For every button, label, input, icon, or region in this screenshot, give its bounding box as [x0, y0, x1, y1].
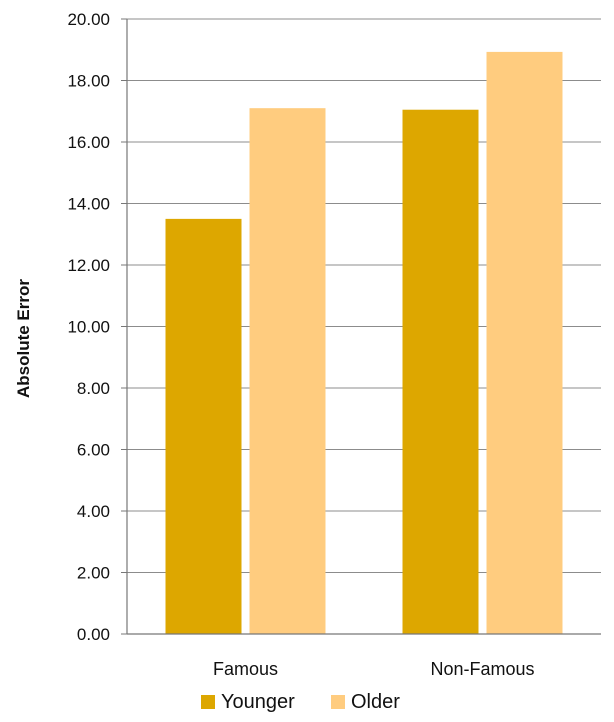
y-tick-label: 14.00: [67, 195, 110, 214]
legend-label-older: Older: [351, 691, 400, 713]
x-category-label: Famous: [213, 659, 278, 679]
x-category-labels: Famous Non-Famous: [213, 659, 535, 679]
legend-label-younger: Younger: [221, 691, 295, 713]
bar-older-non-famous: [486, 51, 563, 634]
bar-younger-famous: [165, 218, 242, 634]
x-category-label: Non-Famous: [430, 659, 534, 679]
bar-younger-non-famous: [402, 109, 479, 634]
y-tick-label: 10.00: [67, 318, 110, 337]
legend-swatch-older: [331, 695, 345, 709]
y-tick-label: 12.00: [67, 256, 110, 275]
bar-older-famous: [249, 108, 326, 635]
y-tick-label: 4.00: [77, 502, 110, 521]
y-axis-title: Absolute Error: [14, 279, 33, 398]
y-tick-label: 20.00: [67, 10, 110, 29]
bars: [165, 51, 563, 635]
legend: Younger Older: [201, 691, 400, 713]
legend-swatch-younger: [201, 695, 215, 709]
y-tick-label: 18.00: [67, 72, 110, 91]
y-tick-label: 0.00: [77, 625, 110, 644]
y-tick-label: 8.00: [77, 379, 110, 398]
y-tick-label: 2.00: [77, 564, 110, 583]
y-tick-label: 6.00: [77, 441, 110, 460]
y-tick-label: 16.00: [67, 133, 110, 152]
y-tick-labels: 0.00 2.00 4.00 6.00 8.00 10.00 12.00 14.00 16.00…: [67, 10, 110, 644]
